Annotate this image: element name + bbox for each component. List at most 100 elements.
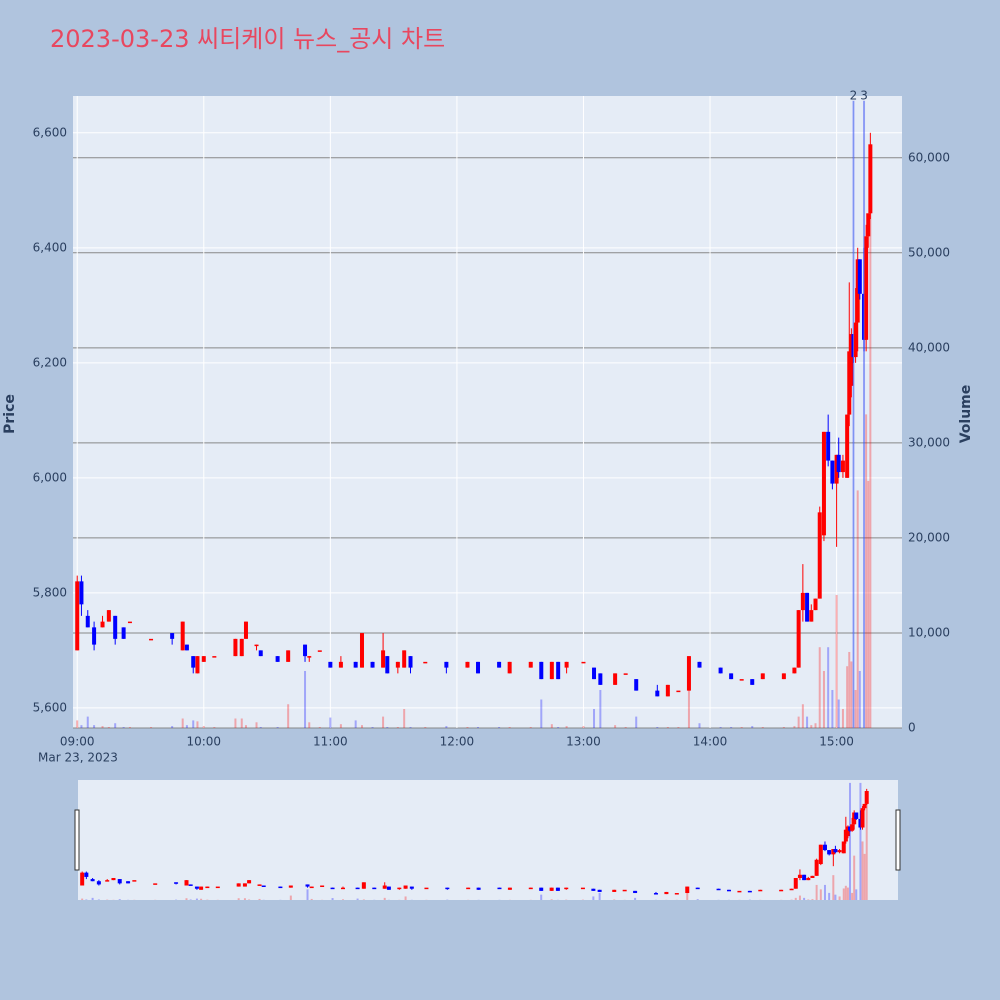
x-tick-label: 12:00 bbox=[440, 735, 475, 749]
y2-tick-label: 0 bbox=[908, 721, 916, 735]
candle-body bbox=[821, 431, 826, 536]
volume-bar bbox=[445, 726, 448, 728]
candle-body bbox=[564, 661, 569, 668]
volume-bar bbox=[582, 726, 585, 728]
volume-bar bbox=[740, 727, 743, 728]
mini-candle-body bbox=[445, 887, 450, 890]
mini-candle-body bbox=[810, 875, 815, 878]
mini-volume-bar bbox=[341, 899, 344, 900]
mini-candle-body bbox=[591, 888, 596, 891]
volume-bar bbox=[677, 727, 680, 728]
mini-volume-bar bbox=[200, 898, 203, 900]
mini-candle-body bbox=[539, 887, 544, 891]
mini-candle-body bbox=[361, 882, 366, 889]
mini-candle-body bbox=[215, 886, 220, 889]
candle-body bbox=[370, 661, 375, 668]
x-tick-label: 11:00 bbox=[313, 735, 348, 749]
mini-candle-body bbox=[841, 841, 846, 854]
volume-bar bbox=[837, 699, 840, 728]
candle-body bbox=[849, 334, 854, 386]
mini-candle-body bbox=[653, 893, 658, 895]
y-axis-title: Price bbox=[2, 394, 18, 434]
mini-candle-body bbox=[747, 890, 752, 893]
x-tick-label: 13:00 bbox=[566, 735, 601, 749]
mini-volume-bar bbox=[849, 782, 852, 900]
volume-bar bbox=[793, 726, 796, 728]
candle-body bbox=[233, 638, 238, 657]
mini-volume-bar bbox=[865, 793, 868, 900]
candle-body bbox=[275, 656, 280, 662]
volume-bar bbox=[304, 670, 307, 728]
mini-candle-body bbox=[845, 826, 850, 837]
mini-candle-body bbox=[403, 885, 408, 889]
x-tick-label: 15:00 bbox=[819, 735, 854, 749]
candle-body bbox=[847, 351, 852, 415]
volume-bar bbox=[730, 727, 733, 728]
x-tick-label: 09:00 bbox=[60, 735, 95, 749]
y2-tick-label: 30,000 bbox=[908, 435, 950, 449]
volume-bar bbox=[835, 594, 838, 728]
candle-body bbox=[113, 615, 118, 639]
candle-body bbox=[307, 656, 312, 658]
mini-volume-bar bbox=[794, 897, 797, 900]
volume-bar bbox=[565, 726, 568, 728]
volume-bar bbox=[550, 724, 553, 728]
volume-bar bbox=[593, 708, 596, 728]
mini-volume-bar bbox=[828, 892, 831, 900]
candle-body bbox=[465, 661, 470, 668]
candle-body bbox=[381, 650, 386, 668]
volume-bar bbox=[856, 490, 859, 728]
candle-body bbox=[598, 673, 603, 685]
mini-volume-bar bbox=[185, 898, 188, 900]
mini-candle-body bbox=[132, 880, 137, 882]
mini-volume-bar bbox=[844, 885, 847, 900]
volume-bar bbox=[107, 727, 110, 728]
mini-candle-body bbox=[827, 850, 832, 855]
mini-candle-body bbox=[862, 803, 867, 809]
mini-volume-bar bbox=[798, 895, 801, 900]
mini-candle-body bbox=[80, 872, 85, 886]
y-tick-label: 6,200 bbox=[33, 355, 67, 369]
mini-candle-body bbox=[84, 872, 89, 877]
candle-body bbox=[729, 673, 734, 680]
volume-bar bbox=[150, 727, 153, 728]
mini-candle-body bbox=[758, 889, 763, 892]
mini-candle-body bbox=[850, 824, 855, 831]
mini-volume-bar bbox=[118, 899, 121, 900]
mini-candle-body bbox=[695, 887, 700, 890]
mini-volume-bar bbox=[819, 889, 822, 900]
candle-body bbox=[750, 679, 755, 685]
volume-bar bbox=[806, 716, 809, 728]
candle-body bbox=[830, 460, 835, 484]
y2-axis-title: Volume bbox=[958, 385, 974, 444]
range-handle[interactable] bbox=[895, 809, 901, 871]
y-tick-label: 5,800 bbox=[33, 585, 67, 599]
mini-candle-body bbox=[194, 886, 199, 889]
volume-bar bbox=[386, 727, 389, 728]
range-slider[interactable] bbox=[78, 780, 898, 900]
mini-volume-bar bbox=[855, 889, 858, 900]
volume-bar bbox=[213, 727, 216, 728]
y2-tick-label: 20,000 bbox=[908, 530, 950, 544]
candle-body bbox=[809, 610, 814, 622]
mini-candle-body bbox=[117, 879, 122, 884]
y2-tick-label: 10,000 bbox=[908, 625, 950, 639]
mini-candle-body bbox=[806, 877, 811, 881]
volume-bar bbox=[810, 725, 813, 728]
range-handle[interactable] bbox=[74, 809, 80, 871]
candle-body bbox=[528, 661, 533, 668]
mini-candle-body bbox=[837, 850, 842, 853]
mini-volume-bar bbox=[248, 899, 251, 900]
volume-bar bbox=[719, 727, 722, 728]
candle-body bbox=[127, 621, 132, 624]
candle-body bbox=[718, 667, 723, 674]
volume-bar bbox=[827, 647, 830, 728]
candle-body bbox=[408, 656, 413, 668]
mini-volume-bar bbox=[851, 892, 854, 900]
mini-candle-body bbox=[549, 887, 554, 891]
candle-body bbox=[121, 627, 126, 639]
mini-candle-body bbox=[737, 890, 742, 893]
volume-bar bbox=[259, 727, 262, 728]
volume-bar bbox=[797, 716, 800, 728]
